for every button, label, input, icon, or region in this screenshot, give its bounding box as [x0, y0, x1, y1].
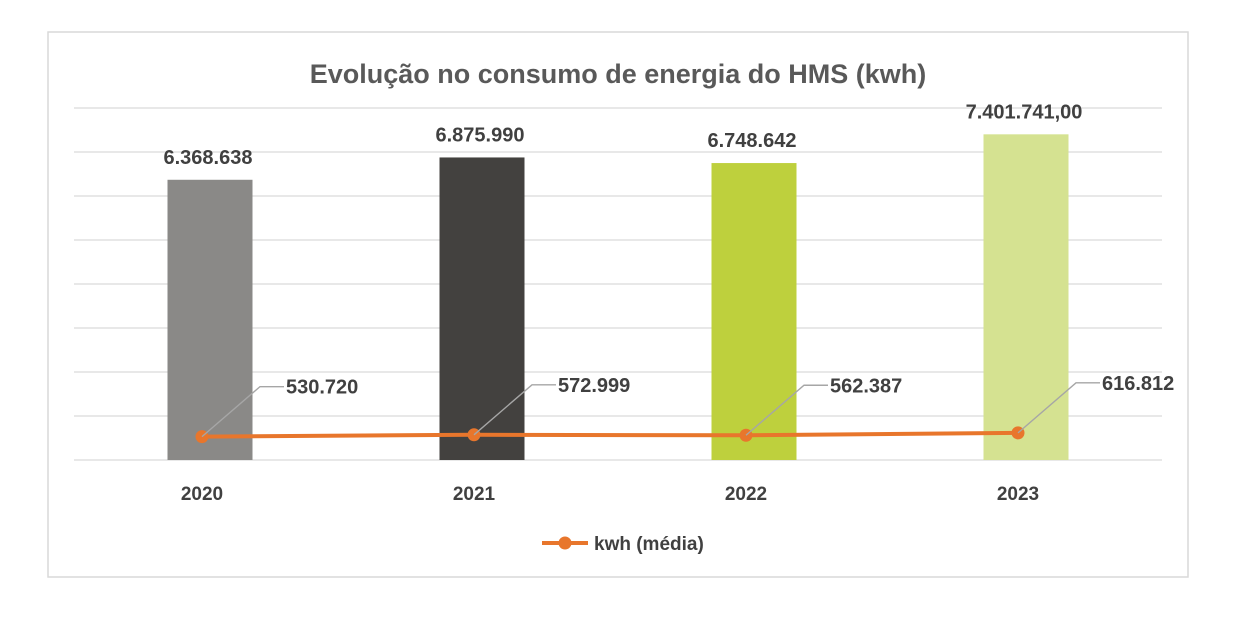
legend-label-kwh-media: kwh (média) [594, 534, 704, 555]
legend-marker-swatch [558, 536, 572, 550]
chart-title: Evolução no consumo de energia do HMS (k… [310, 59, 927, 89]
x-tick-label-2023: 2023 [997, 484, 1039, 505]
bar-series [167, 134, 1069, 461]
bar-2023 [983, 134, 1069, 460]
bar-label-2020: 6.368.638 [164, 147, 253, 169]
line-kwh-media [201, 430, 1019, 439]
leader-line-2023 [1017, 382, 1100, 434]
bar-2021 [439, 157, 525, 461]
bar-label-2022: 6.748.642 [708, 130, 797, 152]
data-labels: 6.368.638 6.875.990 6.748.642 7.401.741,00 5… [164, 101, 1174, 438]
bar-label-2021: 6.875.990 [436, 124, 525, 146]
x-tick-label-2020: 2020 [181, 484, 223, 505]
line-label-2022: 562.387 [830, 375, 902, 397]
legend: kwh (média) [542, 534, 704, 555]
bar-label-2023: 7.401.741,00 [966, 101, 1083, 123]
line-label-2020: 530.720 [286, 377, 358, 399]
x-tick-label-2022: 2022 [725, 484, 767, 505]
gridlines [74, 107, 1162, 461]
x-axis: 2020 2021 2022 2023 [181, 484, 1039, 505]
leader-line-2022 [745, 384, 828, 436]
x-tick-label-2021: 2021 [453, 484, 496, 505]
leader-line-2020 [201, 385, 284, 438]
bar-2022 [711, 163, 797, 460]
line-label-2023: 616.812 [1102, 373, 1174, 395]
leader-line-2021 [473, 384, 556, 436]
line-label-2021: 572.999 [558, 375, 630, 397]
bar-2020 [167, 179, 253, 461]
